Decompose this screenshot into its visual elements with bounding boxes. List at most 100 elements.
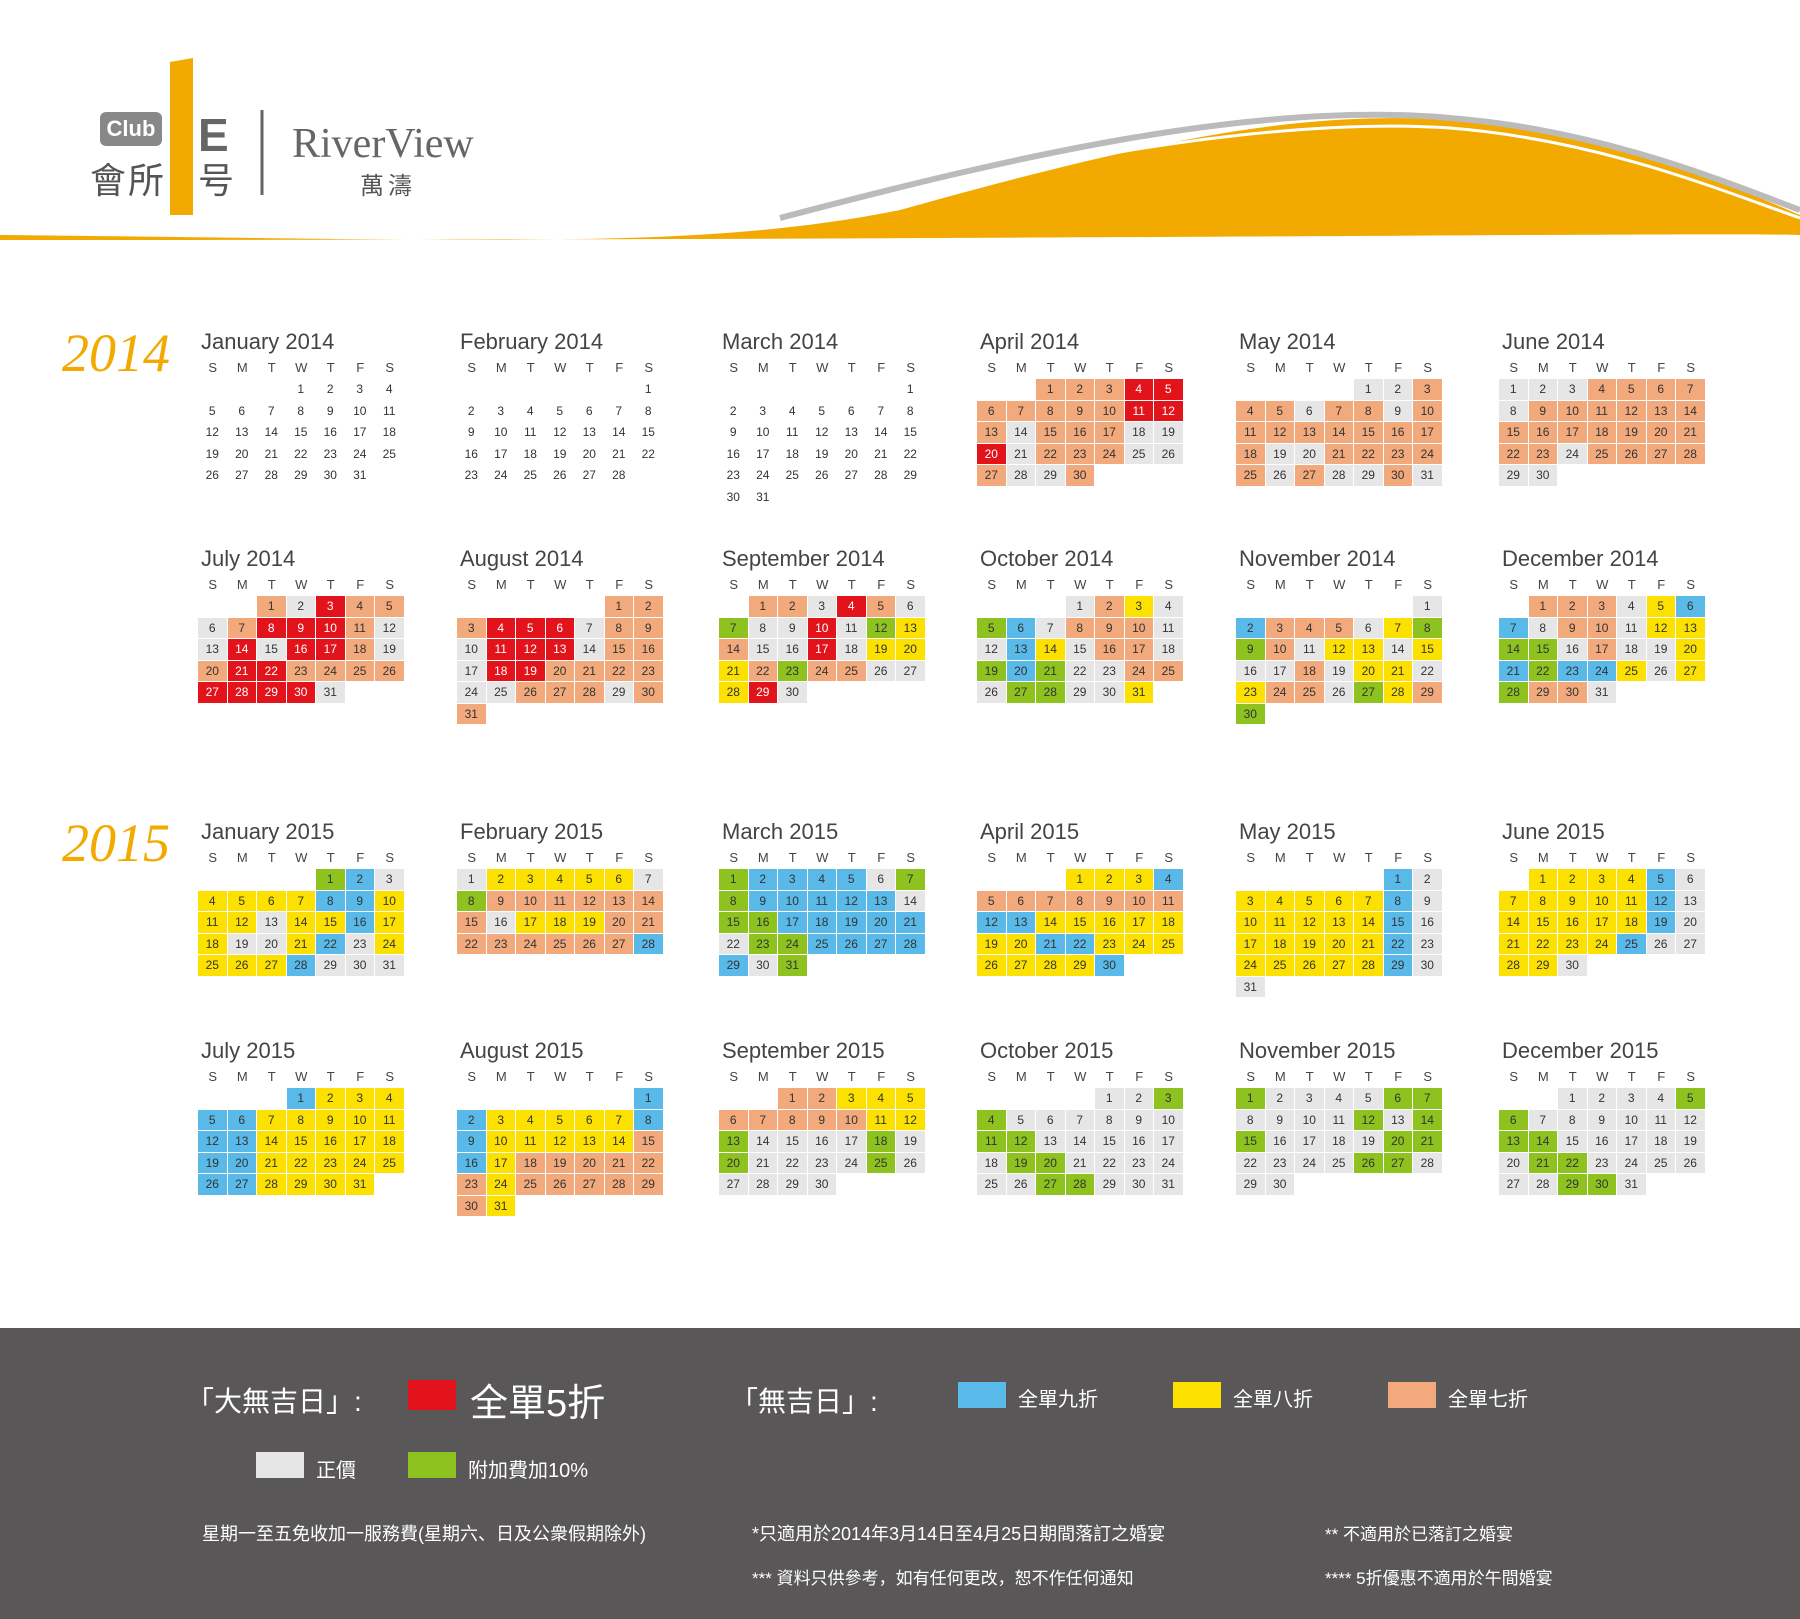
month-title: June 2014 [1502, 327, 1724, 357]
week-row: 1234567 [1499, 379, 1724, 401]
week-row: 9 10 11 12 13 14 15 [457, 1131, 682, 1153]
weekday-header: SMTWTFS [457, 574, 682, 596]
day-cell: 10 [1413, 401, 1442, 422]
day-cell: 28 [1499, 682, 1528, 703]
day-cell: 29 [896, 465, 925, 486]
day-cell: 1 [1558, 1088, 1587, 1109]
month-june-2015: June 2015 S M T W T F S 1 2 3 4 5 6 7 8 9 10 11 12 13 14 15 16 1… [1499, 817, 1724, 977]
empty-day [867, 1174, 896, 1195]
weekday-letter: T [1558, 357, 1588, 379]
weekday-header: SMTWTFS [198, 357, 423, 379]
day-cell: 21 [1499, 934, 1528, 955]
week-row: 25 26 27 28 29 30 31 [977, 1174, 1202, 1196]
day-cell: 23 [1588, 1153, 1617, 1174]
day-cell: 15 [316, 912, 345, 933]
day-cell: 2 [1558, 869, 1587, 890]
legend-footer: 「大無𢢿吉日」: 全單5折 「無𢢿吉日」: 全單九折 全單八折 全單七折 正價 … [0, 1328, 1800, 1619]
day-cell: 8 [1236, 1110, 1265, 1131]
empty-day [375, 682, 404, 703]
weekday-letter: W [1588, 574, 1618, 596]
day-cell: 21 [1413, 1131, 1442, 1152]
day-cell: 19 [546, 1153, 575, 1174]
day-cell: 4 [375, 1088, 404, 1109]
day-cell: 16 [634, 639, 663, 660]
week-row: 12 13 14 15 16 17 18 [977, 912, 1202, 934]
week-row: 25 26 27 28 29 30 31 [1236, 465, 1461, 487]
empty-day [198, 379, 227, 400]
weekday-letter: T [1095, 1066, 1125, 1088]
day-cell: 24 [346, 1153, 375, 1174]
week-row: 27 28 29 30 [719, 1174, 944, 1196]
day-cell: 23 [1384, 444, 1413, 465]
day-cell: 18 [516, 444, 545, 465]
day-cell: 22 [1036, 444, 1065, 465]
day-cell: 2 [1558, 596, 1587, 617]
day-cell: 22 [1413, 661, 1442, 682]
day-cell: 1 [1413, 596, 1442, 617]
weekday-letter: F [605, 847, 635, 869]
day-cell: 20 [1007, 661, 1036, 682]
weekday-letter: T [837, 357, 867, 379]
day-cell: 8 [257, 618, 286, 639]
week-row: 15 16 17 18 19 20 21 [457, 912, 682, 934]
day-cell: 25 [867, 1153, 896, 1174]
day-cell: 24 [1558, 444, 1587, 465]
day-cell: 27 [198, 682, 227, 703]
day-cell: 21 [1499, 661, 1528, 682]
weekday-letter: F [867, 357, 897, 379]
day-cell: 21 [749, 1153, 778, 1174]
day-cell: 24 [1295, 1153, 1324, 1174]
weekday-letter: S [1154, 574, 1184, 596]
weekday-letter: S [634, 1066, 664, 1088]
weekday-letter: W [1325, 574, 1355, 596]
day-cell: 16 [1588, 1131, 1617, 1152]
day-cell: 1 [287, 1088, 316, 1109]
weekday-letter: M [1007, 357, 1037, 379]
empty-day [1413, 977, 1442, 998]
day-cell: 18 [1588, 422, 1617, 443]
day-cell: 5 [198, 401, 227, 422]
weekday-letter: W [546, 847, 576, 869]
empty-day [1007, 379, 1036, 400]
day-cell: 6 [1325, 891, 1354, 912]
day-cell: 4 [1266, 891, 1295, 912]
day-cell: 11 [778, 422, 807, 443]
day-cell: 26 [546, 1174, 575, 1195]
day-cell: 27 [719, 1174, 748, 1195]
weekday-letter: S [198, 574, 228, 596]
week-row: 7 8 9 10 11 12 13 [719, 618, 944, 640]
day-cell: 26 [516, 682, 545, 703]
week-row: 27 28 29 30 31 [198, 682, 423, 704]
day-cell: 20 [228, 444, 257, 465]
month-title: February 2015 [460, 817, 682, 847]
day-cell: 27 [1384, 1153, 1413, 1174]
month-january-2014: January 2014 S M T W T F S 1 2 3 4 5 6 7 8 9 10 11 12 13 14 15… [198, 327, 423, 487]
weekday-letter: F [346, 574, 376, 596]
month-july-2015: July 2015 S M T W T F S 1 2 3 4 5 6 7 8 9 10 11 12 13 14 15 16 1… [198, 1036, 423, 1196]
month-june-2014: June 2014 S M T W T F S 1 2 3 4 5 6 7 8 9 10 11 12 13 14 15 16 1… [1499, 327, 1724, 487]
month-title: August 2014 [460, 544, 682, 574]
weekday-letter: F [867, 574, 897, 596]
day-cell: 14 [719, 639, 748, 660]
day-cell: 12 [1676, 1110, 1705, 1131]
day-cell: 1 [1529, 869, 1558, 890]
weekday-letter: S [719, 1066, 749, 1088]
day-cell: 18 [1154, 912, 1183, 933]
week-row: 20 21 22 23 24 25 26 [977, 444, 1202, 466]
week-row: 9 10 11 12 13 14 15 [457, 422, 682, 444]
empty-day [546, 596, 575, 617]
day-cell: 7 [719, 618, 748, 639]
day-cell: 22 [1529, 661, 1558, 682]
weekday-letter: S [375, 574, 405, 596]
day-cell: 5 [896, 1088, 925, 1109]
weekday-letter: S [1154, 1066, 1184, 1088]
weekday-letter: F [346, 1066, 376, 1088]
day-cell: 26 [896, 1153, 925, 1174]
week-row: 7 8 9 10 11 12 13 [1499, 618, 1724, 640]
day-cell: 28 [1676, 444, 1705, 465]
day-cell: 23 [287, 661, 316, 682]
month-february-2014: February 2014 S M T W T F S 1 2 3 4 5 6 7 8 9 10 11 12 13 14 1… [457, 327, 682, 487]
day-cell: 23 [1529, 444, 1558, 465]
day-cell: 19 [808, 444, 837, 465]
month-title: July 2014 [201, 544, 423, 574]
